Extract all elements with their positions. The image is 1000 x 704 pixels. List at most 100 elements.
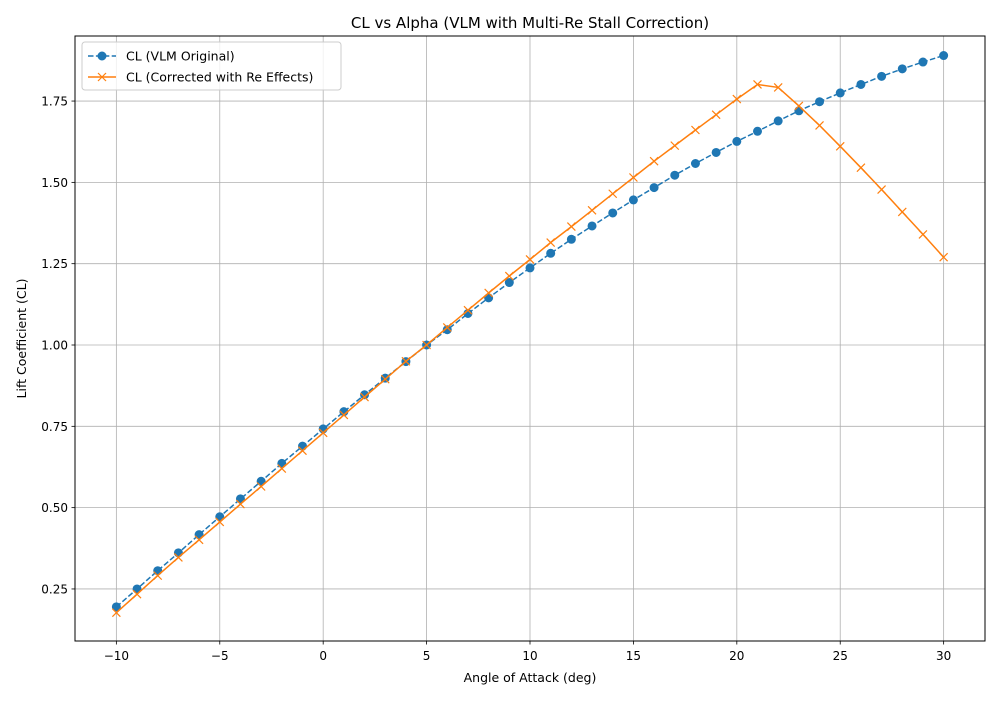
data-point-vlm-original [690, 159, 700, 169]
data-point-vlm-original [546, 248, 556, 258]
data-point-vlm-original [235, 494, 245, 504]
y-tick-label: 0.75 [41, 420, 68, 434]
data-point-vlm-original [918, 57, 928, 67]
data-point-corrected [484, 288, 494, 298]
data-point-vlm-original [442, 325, 452, 335]
data-point-corrected [815, 121, 824, 130]
x-tick-label: 15 [626, 649, 641, 663]
legend-entry-vlm-original: CL (VLM Original) [88, 49, 235, 64]
data-point-vlm-original [525, 263, 535, 273]
data-point-corrected [587, 205, 597, 215]
data-point-corrected [215, 517, 225, 527]
data-point-corrected [566, 222, 576, 232]
data-point-vlm-original [856, 79, 866, 89]
x-tick-label: −10 [104, 649, 129, 663]
y-tick-label: 0.50 [41, 501, 68, 515]
data-point-corrected [298, 446, 307, 456]
data-point-corrected [153, 571, 163, 581]
data-point-vlm-original [504, 278, 514, 288]
data-point-corrected [504, 271, 514, 281]
legend-entry-corrected: CL (Corrected with Re Effects) [88, 70, 313, 85]
data-point-vlm-original [649, 183, 659, 193]
data-point-vlm-original [877, 71, 887, 81]
legend-marker-corrected [97, 72, 107, 82]
axis-ticks: −10 −5 0 5 10 15 20 25 30 0.25 0.50 0.75 1.00 1.25 1.5… [41, 95, 951, 663]
data-point-corrected [111, 608, 121, 618]
data-point-vlm-original [277, 458, 287, 468]
data-point-vlm-original [111, 602, 121, 612]
data-point-corrected [173, 552, 183, 562]
legend-marker-vlm-original [97, 51, 107, 61]
data-point-corrected [277, 464, 287, 474]
x-tick-label: −5 [211, 649, 229, 663]
data-point-vlm-original [670, 170, 680, 180]
data-point-corrected [670, 141, 680, 151]
data-point-corrected [318, 428, 328, 438]
data-point-corrected [463, 305, 473, 315]
y-axis-title: Lift Coefficient (CL) [14, 279, 29, 399]
data-point-vlm-original [608, 208, 618, 218]
legend-label-vlm-original: CL (VLM Original) [126, 49, 235, 64]
data-point-corrected [835, 141, 845, 151]
x-tick-label: 0 [319, 649, 327, 663]
data-point-vlm-original [815, 97, 825, 107]
series-corrected [111, 80, 949, 618]
data-point-corrected [773, 82, 783, 92]
data-point-corrected [649, 156, 659, 166]
data-point-vlm-original [132, 584, 142, 594]
series-vlm-original [111, 51, 949, 612]
data-point-vlm-original [897, 64, 907, 74]
data-point-vlm-original [215, 512, 225, 522]
y-tick-label: 1.50 [41, 176, 68, 190]
data-point-vlm-original [360, 390, 370, 400]
x-axis-title: Angle of Attack (deg) [464, 670, 597, 685]
y-tick-label: 0.25 [41, 582, 68, 596]
data-point-vlm-original [753, 126, 762, 136]
data-point-corrected [711, 110, 721, 120]
series-layer [111, 51, 949, 618]
data-point-corrected [236, 499, 245, 509]
data-point-corrected [256, 482, 266, 491]
grid-lines [75, 36, 985, 641]
legend-box [81, 41, 342, 91]
data-point-vlm-original [628, 195, 638, 205]
data-point-corrected [194, 535, 204, 545]
data-point-corrected [608, 189, 618, 199]
data-point-corrected [897, 207, 907, 217]
data-point-corrected [380, 374, 390, 384]
data-point-corrected [132, 589, 142, 599]
data-point-corrected [856, 163, 866, 173]
legend: CL (VLM Original) CL (Corrected with Re E… [81, 41, 342, 91]
data-point-vlm-original [587, 221, 597, 231]
data-point-vlm-original [835, 88, 845, 98]
data-point-vlm-original [318, 424, 328, 434]
x-tick-label: 10 [522, 649, 537, 663]
data-point-corrected [422, 340, 432, 350]
data-point-corrected [918, 229, 928, 239]
data-point-vlm-original [773, 116, 783, 126]
y-tick-label: 1.75 [41, 95, 68, 109]
x-tick-label: 20 [729, 649, 744, 663]
data-point-corrected [732, 94, 742, 104]
data-point-corrected [877, 185, 887, 194]
y-tick-label: 1.00 [41, 339, 68, 353]
data-point-corrected [794, 101, 804, 111]
data-point-corrected [691, 125, 700, 135]
data-point-corrected [546, 238, 556, 247]
y-tick-label: 1.25 [41, 257, 68, 271]
data-point-vlm-original [711, 147, 721, 157]
data-point-vlm-original [566, 234, 576, 244]
data-point-corrected [628, 173, 638, 182]
data-point-corrected [753, 80, 762, 89]
data-point-corrected [360, 392, 369, 402]
data-point-corrected [442, 323, 452, 332]
x-tick-label: 5 [423, 649, 431, 663]
chart-title: CL vs Alpha (VLM with Multi-Re Stall Cor… [351, 14, 709, 32]
data-point-corrected [525, 255, 535, 264]
data-point-corrected [339, 410, 349, 420]
data-point-vlm-original [194, 530, 204, 540]
series-line-vlm-original [115, 54, 944, 608]
x-tick-label: 25 [833, 649, 848, 663]
